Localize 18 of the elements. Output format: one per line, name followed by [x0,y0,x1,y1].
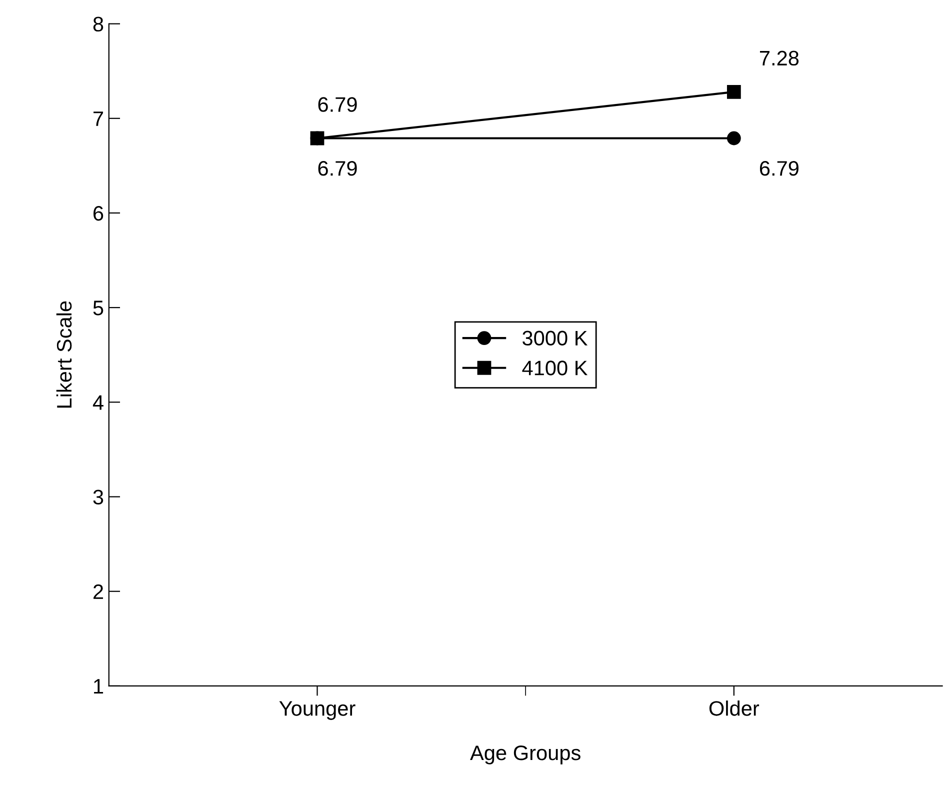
legend-label: 3000 K [522,330,588,346]
data-label: 6.79 [318,97,357,112]
x-axis-title: Age Groups [470,746,580,764]
x-tick-label: Younger [279,701,356,720]
y-axis-title: Likert Scale [56,301,72,408]
y-tick-label: 7 [94,112,103,126]
y-tick-label: 2 [94,584,103,599]
y-tick-label: 8 [93,16,104,32]
data-label: 6.79 [318,161,357,176]
data-label: 6.79 [760,161,798,176]
data-label: 7.28 [760,50,799,66]
y-tick-label: 4 [92,395,104,410]
legend-label: 4100 K [522,360,588,376]
x-tick-label: Older [709,700,760,716]
y-tick-label: 3 [93,490,104,505]
y-tick-label: 1 [94,679,104,694]
y-tick-label: 5 [93,300,104,316]
y-tick-label: 6 [94,206,104,221]
